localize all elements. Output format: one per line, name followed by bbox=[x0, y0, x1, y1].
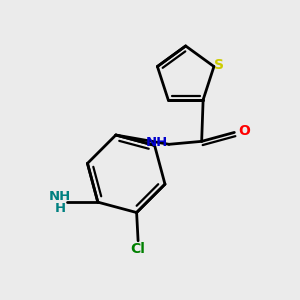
Text: NH: NH bbox=[145, 136, 168, 149]
Text: Cl: Cl bbox=[131, 242, 146, 256]
Text: O: O bbox=[238, 124, 250, 138]
Text: NH: NH bbox=[49, 190, 71, 203]
Text: S: S bbox=[214, 58, 224, 72]
Text: H: H bbox=[55, 202, 66, 215]
